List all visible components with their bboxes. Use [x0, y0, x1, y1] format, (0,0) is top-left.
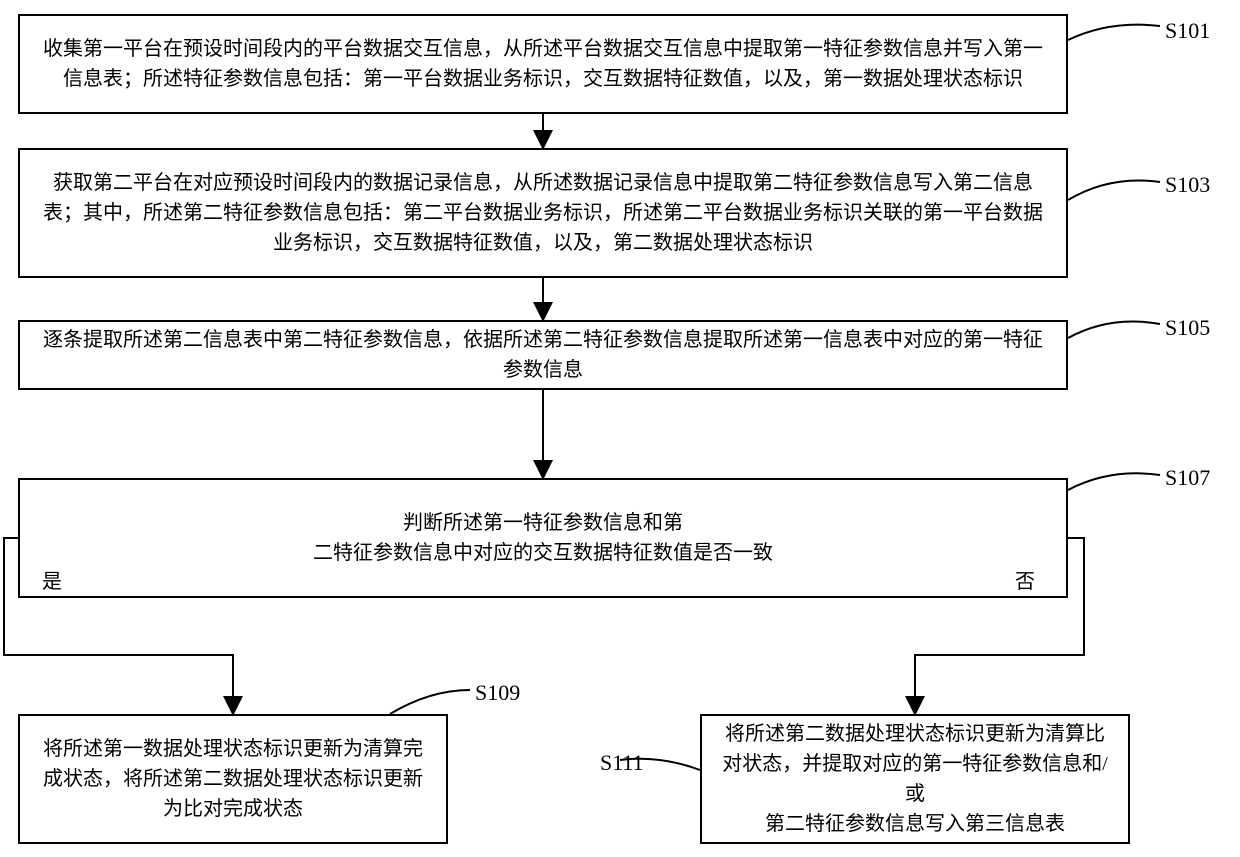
- label-s107: S107: [1165, 465, 1210, 491]
- step-s111: 将所述第二数据处理状态标识更新为清算比对状态，并提取对应的第一特征参数信息和/或…: [700, 714, 1130, 844]
- step-s105: 逐条提取所述第二信息表中第二特征参数信息，依据所述第二特征参数信息提取所述第一信…: [18, 320, 1068, 390]
- label-s103: S103: [1165, 172, 1210, 198]
- step-s109: 将所述第一数据处理状态标识更新为清算完成状态，将所述第二数据处理状态标识更新为比…: [18, 714, 448, 844]
- label-s101: S101: [1165, 18, 1210, 44]
- edge-yes-label: 是: [42, 565, 62, 594]
- step-s103-text: 获取第二平台在对应预设时间段内的数据记录信息，从所述数据记录信息中提取第二特征参…: [34, 168, 1052, 258]
- step-s105-text: 逐条提取所述第二信息表中第二特征参数信息，依据所述第二特征参数信息提取所述第一信…: [34, 325, 1052, 385]
- step-s101: 收集第一平台在预设时间段内的平台数据交互信息，从所述平台数据交互信息中提取第一特…: [18, 14, 1068, 114]
- label-s109: S109: [475, 680, 520, 706]
- edge-no-label: 否: [1015, 565, 1035, 594]
- decision-s107-text: 判断所述第一特征参数信息和第 二特征参数信息中对应的交互数据特征数值是否一致: [313, 508, 773, 568]
- label-s105: S105: [1165, 315, 1210, 341]
- label-s111: S111: [600, 750, 644, 776]
- step-s101-text: 收集第一平台在预设时间段内的平台数据交互信息，从所述平台数据交互信息中提取第一特…: [34, 34, 1052, 94]
- step-s111-text: 将所述第二数据处理状态标识更新为清算比对状态，并提取对应的第一特征参数信息和/或…: [716, 719, 1114, 839]
- decision-s107: 判断所述第一特征参数信息和第 二特征参数信息中对应的交互数据特征数值是否一致: [18, 478, 1068, 598]
- step-s103: 获取第二平台在对应预设时间段内的数据记录信息，从所述数据记录信息中提取第二特征参…: [18, 148, 1068, 278]
- step-s109-text: 将所述第一数据处理状态标识更新为清算完成状态，将所述第二数据处理状态标识更新为比…: [34, 734, 432, 824]
